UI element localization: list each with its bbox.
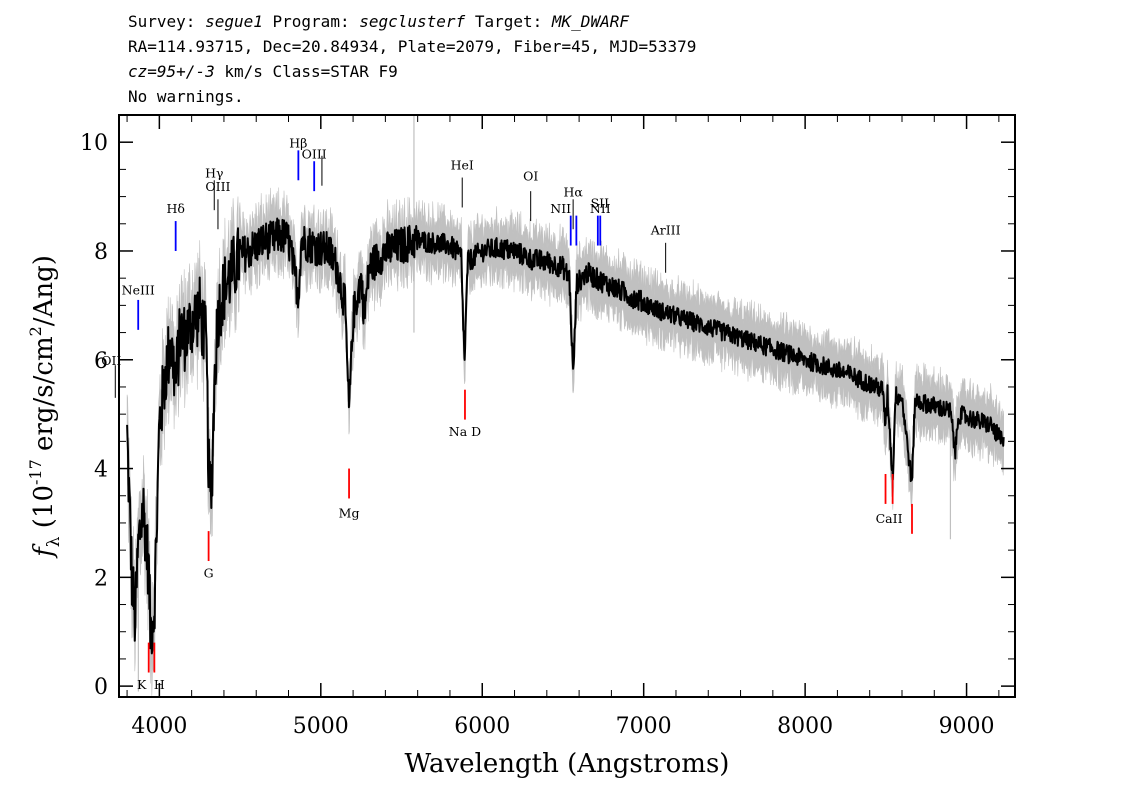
line-label: Mg <box>339 506 360 521</box>
line-label: Hγ <box>205 166 223 181</box>
y-tick-label: 8 <box>94 240 108 265</box>
line-label: NII <box>550 201 571 216</box>
y-axis-title: fλ (10-17 erg/s/cm2/Ang) <box>26 255 64 559</box>
x-axis-title: Wavelength (Angstroms) <box>405 749 730 779</box>
line-label: Hδ <box>166 201 184 216</box>
cz-value: 95+/-3 <box>156 62 215 81</box>
y-tick-label: 0 <box>94 675 108 700</box>
y-tick-label: 2 <box>94 566 108 591</box>
target-value: MK_DWARF <box>551 12 629 31</box>
plot-frame <box>118 114 1016 698</box>
x-tick-label: 8000 <box>777 714 833 739</box>
line-label: OIII <box>302 147 327 162</box>
program-label: Program: <box>272 12 350 31</box>
line-label: G <box>204 565 214 580</box>
header-line-coordinates: RA=114.93715, Dec=20.84934, Plate=2079, … <box>128 37 697 56</box>
survey-value: segue1 <box>205 12 263 31</box>
line-label: NII <box>590 201 611 216</box>
line-label: CaII <box>876 511 903 526</box>
cz-rest: km/s Class=STAR F9 <box>224 62 398 81</box>
line-label: SII <box>591 195 610 210</box>
line-label: OII <box>101 353 121 368</box>
x-axis-ticks: 4000 5000 6000 7000 8000 9000 <box>126 115 1000 739</box>
y-tick-label: 6 <box>94 349 108 374</box>
y-axis-ticks: 0 2 4 6 8 10 <box>80 131 1015 700</box>
flux-series <box>126 217 1005 655</box>
line-label: OI <box>523 168 538 183</box>
line-label: Hβ <box>289 136 307 151</box>
x-tick-label: 7000 <box>616 714 672 739</box>
line-label: NeIII <box>122 282 155 297</box>
cz-label: cz= <box>128 62 157 81</box>
line-label: ArIII <box>650 223 681 238</box>
header-line-warnings: No warnings. <box>128 87 244 106</box>
program-value: segclusterf <box>359 12 466 31</box>
line-label: OIII <box>205 179 230 194</box>
flux-line <box>126 217 1005 655</box>
line-label: K <box>137 677 147 692</box>
x-tick-label: 6000 <box>454 714 510 739</box>
x-tick-label: 5000 <box>293 714 349 739</box>
target-label: Target: <box>474 12 543 31</box>
survey-label: Survey: <box>128 12 196 31</box>
y-tick-label: 4 <box>94 458 108 483</box>
header-line-redshift: cz=95+/-3 km/s Class=STAR F9 <box>128 62 398 81</box>
line-label: Hα <box>563 185 583 200</box>
error-band-area <box>126 187 1004 696</box>
y-tick-label: 10 <box>80 131 108 156</box>
line-label: HeI <box>451 157 474 172</box>
x-tick-label: 4000 <box>131 714 187 739</box>
header-line-survey: Survey: segue1 Program: segclusterf Targ… <box>128 12 629 31</box>
line-label: Na D <box>449 424 481 439</box>
x-tick-label: 9000 <box>939 714 995 739</box>
